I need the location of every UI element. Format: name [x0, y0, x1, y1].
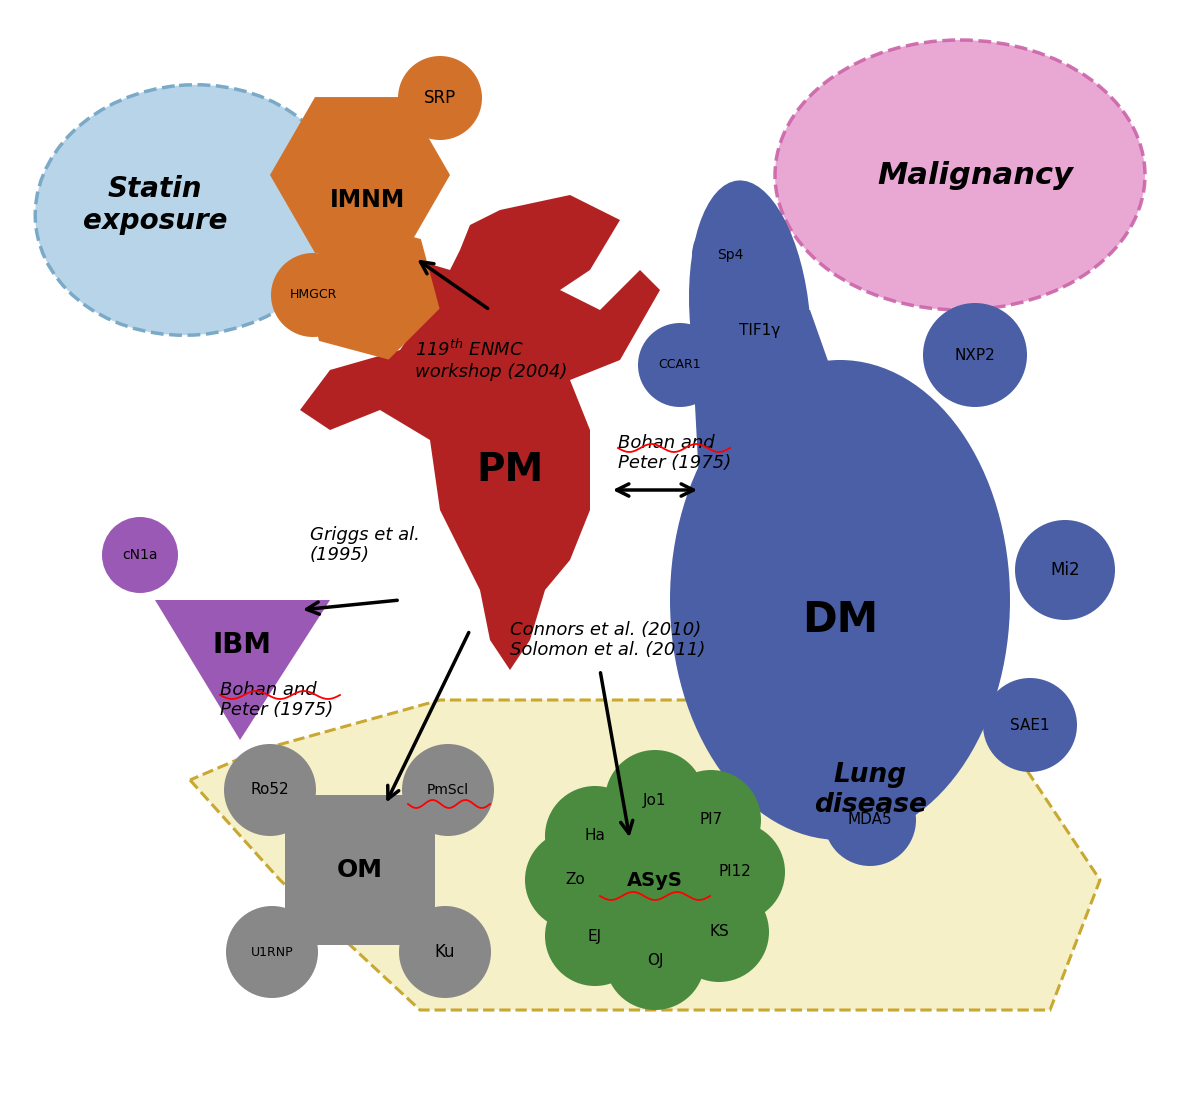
Circle shape [226, 906, 318, 998]
Ellipse shape [689, 180, 811, 460]
Polygon shape [690, 310, 870, 500]
Circle shape [271, 253, 355, 337]
Text: Connors et al. (2010)
Solomon et al. (2011): Connors et al. (2010) Solomon et al. (20… [510, 620, 706, 659]
Ellipse shape [775, 40, 1145, 310]
Text: HMGCR: HMGCR [289, 289, 337, 302]
Text: MDA5: MDA5 [847, 813, 893, 827]
Text: Malignancy: Malignancy [877, 160, 1073, 189]
Text: Lung
disease: Lung disease [814, 762, 926, 818]
Text: Griggs et al.
(1995): Griggs et al. (1995) [310, 525, 420, 564]
Circle shape [402, 744, 494, 836]
Text: OM: OM [337, 858, 383, 881]
Polygon shape [286, 795, 436, 945]
Circle shape [712, 282, 808, 378]
Text: EJ: EJ [588, 929, 602, 943]
Text: Ku: Ku [434, 943, 455, 961]
Text: OJ: OJ [647, 952, 664, 968]
Text: KS: KS [709, 925, 728, 939]
Text: IBM: IBM [212, 632, 271, 659]
Text: 119$^{th}$ ENMC
workshop (2004): 119$^{th}$ ENMC workshop (2004) [415, 340, 568, 380]
Text: Bohan and
Peter (1975): Bohan and Peter (1975) [618, 434, 731, 472]
Text: SAE1: SAE1 [1010, 718, 1050, 732]
Polygon shape [300, 220, 439, 359]
Polygon shape [190, 700, 1100, 1010]
Ellipse shape [35, 85, 344, 335]
Text: Ha: Ha [584, 828, 606, 844]
Circle shape [605, 750, 706, 851]
Circle shape [824, 774, 916, 866]
Circle shape [661, 770, 761, 870]
Text: TIF1γ: TIF1γ [739, 323, 781, 337]
Circle shape [685, 822, 785, 922]
Polygon shape [300, 195, 660, 670]
Circle shape [587, 812, 722, 948]
Text: Mi2: Mi2 [1050, 561, 1080, 580]
Text: Pl7: Pl7 [700, 813, 722, 827]
Circle shape [398, 56, 482, 140]
Text: IMNM: IMNM [330, 188, 406, 212]
Circle shape [1015, 520, 1115, 620]
Text: Statin
exposure: Statin exposure [83, 175, 227, 236]
Circle shape [692, 217, 768, 293]
Text: NXP2: NXP2 [955, 347, 995, 363]
Text: ASyS: ASyS [628, 870, 683, 889]
Circle shape [398, 906, 491, 998]
Text: Jo1: Jo1 [643, 793, 667, 807]
Polygon shape [270, 97, 450, 253]
Circle shape [545, 786, 646, 886]
Text: Pl12: Pl12 [719, 865, 751, 879]
Circle shape [224, 744, 316, 836]
Polygon shape [155, 599, 330, 740]
Text: DM: DM [802, 599, 878, 641]
Text: PmScl: PmScl [427, 783, 469, 797]
Text: U1RNP: U1RNP [251, 946, 293, 959]
Text: Zo: Zo [565, 873, 584, 887]
Text: CCAR1: CCAR1 [659, 358, 701, 372]
Text: Bohan and
Peter (1975): Bohan and Peter (1975) [220, 680, 334, 719]
Circle shape [638, 323, 722, 407]
Circle shape [670, 881, 769, 982]
Circle shape [605, 910, 706, 1010]
Text: cN1a: cN1a [122, 547, 157, 562]
Circle shape [102, 517, 178, 593]
Circle shape [526, 830, 625, 930]
Circle shape [923, 303, 1027, 407]
Circle shape [545, 886, 646, 987]
Circle shape [983, 678, 1078, 772]
Text: Sp4: Sp4 [716, 248, 743, 262]
Text: PM: PM [476, 451, 544, 489]
Text: SRP: SRP [424, 88, 456, 107]
Ellipse shape [670, 359, 1010, 839]
Text: Ro52: Ro52 [251, 783, 289, 797]
